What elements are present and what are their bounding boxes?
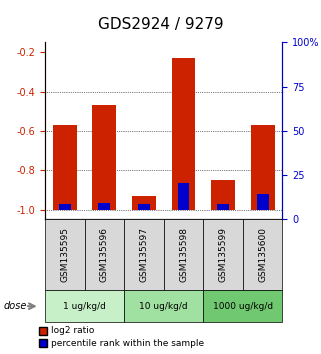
- Text: GSM135598: GSM135598: [179, 227, 188, 282]
- Bar: [132, 196, 156, 210]
- Bar: [138, 204, 150, 210]
- Bar: [92, 105, 116, 210]
- Bar: [217, 204, 229, 210]
- Bar: [59, 204, 71, 210]
- Text: GSM135600: GSM135600: [258, 227, 267, 282]
- Text: log2 ratio: log2 ratio: [51, 326, 95, 335]
- Bar: [251, 125, 274, 210]
- Text: GSM135599: GSM135599: [219, 227, 228, 282]
- Text: GSM135597: GSM135597: [139, 227, 148, 282]
- Bar: [211, 180, 235, 210]
- Text: percentile rank within the sample: percentile rank within the sample: [51, 338, 204, 348]
- Bar: [53, 125, 77, 210]
- Text: dose: dose: [3, 301, 27, 311]
- Text: 1000 ug/kg/d: 1000 ug/kg/d: [213, 302, 273, 311]
- Text: 1 ug/kg/d: 1 ug/kg/d: [63, 302, 106, 311]
- Bar: [172, 58, 195, 210]
- Text: 10 ug/kg/d: 10 ug/kg/d: [139, 302, 188, 311]
- Text: GSM135595: GSM135595: [60, 227, 69, 282]
- Bar: [257, 194, 269, 210]
- Text: GSM135596: GSM135596: [100, 227, 109, 282]
- Bar: [178, 183, 189, 210]
- Text: GDS2924 / 9279: GDS2924 / 9279: [98, 17, 223, 32]
- Bar: [99, 204, 110, 210]
